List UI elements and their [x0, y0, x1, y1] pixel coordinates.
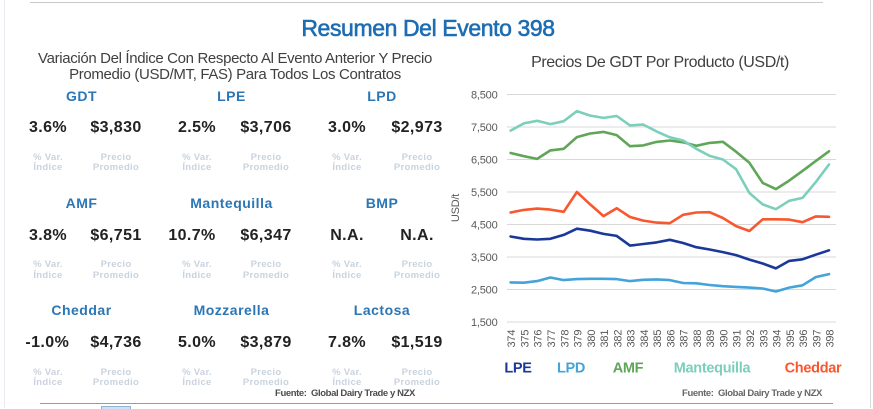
- svg-text:385: 385: [652, 330, 664, 348]
- svg-text:381: 381: [599, 330, 611, 348]
- svg-text:LPD: LPD: [557, 361, 585, 377]
- svg-text:398: 398: [825, 330, 837, 348]
- svg-text:Mantequilla: Mantequilla: [674, 361, 752, 377]
- svg-text:Precios De GDT Por Producto (U: Precios De GDT Por Producto (USD/t): [531, 54, 789, 71]
- svg-text:394: 394: [772, 330, 784, 348]
- svg-text:386: 386: [665, 330, 677, 348]
- svg-text:387: 387: [679, 330, 691, 348]
- svg-text:378: 378: [559, 330, 571, 348]
- svg-text:6,500: 6,500: [471, 154, 498, 166]
- svg-text:382: 382: [612, 330, 624, 348]
- svg-text:388: 388: [692, 330, 704, 348]
- svg-text:389: 389: [705, 330, 717, 348]
- svg-text:5,500: 5,500: [471, 187, 498, 199]
- svg-text:3,500: 3,500: [471, 252, 498, 264]
- svg-text:8,500: 8,500: [471, 89, 498, 101]
- svg-text:376: 376: [533, 330, 545, 348]
- svg-text:393: 393: [758, 330, 770, 348]
- svg-text:390: 390: [719, 330, 731, 348]
- svg-text:LPE: LPE: [504, 361, 532, 377]
- svg-text:383: 383: [626, 330, 638, 348]
- svg-text:374: 374: [506, 330, 518, 348]
- svg-text:4,500: 4,500: [471, 219, 498, 231]
- svg-text:377: 377: [546, 330, 558, 348]
- svg-text:Cheddar: Cheddar: [785, 361, 842, 377]
- svg-text:1,500: 1,500: [471, 317, 498, 329]
- svg-text:Fuente: Global Dairy Trade y: Fuente: Global Dairy Trade y NZX: [682, 388, 823, 399]
- svg-text:380: 380: [586, 330, 598, 348]
- svg-text:391: 391: [732, 330, 744, 348]
- svg-text:384: 384: [639, 330, 651, 348]
- svg-text:397: 397: [811, 330, 823, 348]
- svg-text:395: 395: [785, 330, 797, 348]
- svg-text:375: 375: [520, 330, 532, 348]
- svg-text:396: 396: [798, 330, 810, 348]
- svg-text:USD/t: USD/t: [450, 194, 462, 222]
- svg-text:392: 392: [745, 330, 757, 348]
- svg-text:AMF: AMF: [613, 361, 644, 377]
- svg-text:2,500: 2,500: [471, 284, 498, 296]
- svg-text:7,500: 7,500: [471, 122, 498, 134]
- svg-text:379: 379: [573, 330, 585, 348]
